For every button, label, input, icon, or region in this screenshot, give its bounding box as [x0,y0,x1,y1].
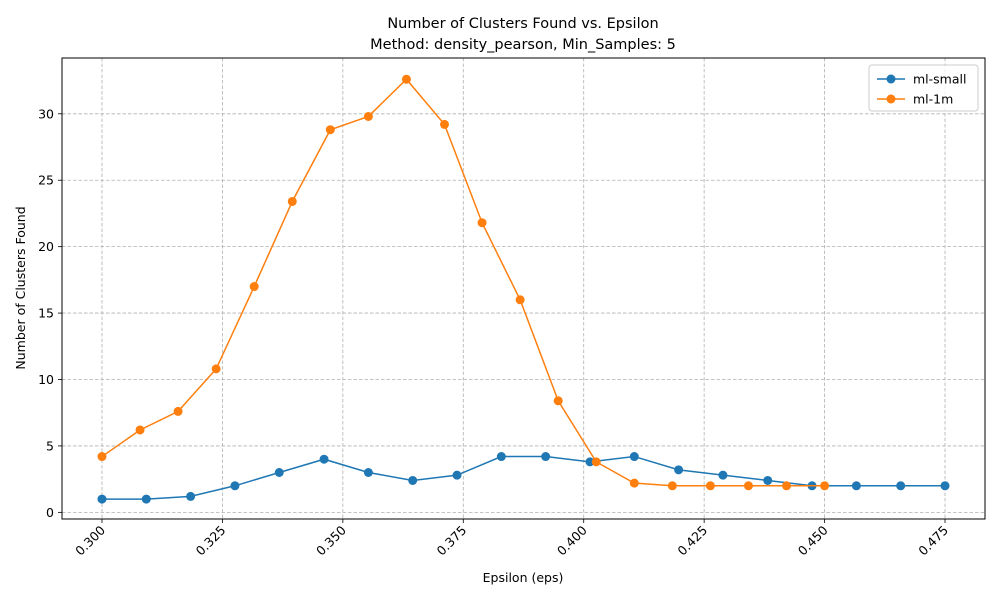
data-point-ml-small [940,481,950,491]
data-point-ml-1m [97,452,107,462]
legend-swatch-marker [886,94,896,104]
y-tick-label: 15 [38,306,54,321]
legend: ml-small ml-1m [868,64,979,112]
data-point-ml-1m [705,481,715,491]
y-tick-label: 20 [38,239,54,254]
data-point-ml-1m [782,481,792,491]
data-point-ml-small [452,470,462,480]
series-layer [97,74,950,504]
data-point-ml-small [274,468,284,478]
plot-frame [61,57,986,520]
y-tick-label: 30 [38,106,54,121]
data-point-ml-small [363,468,373,478]
data-point-ml-small [230,481,240,491]
y-tick-label: 25 [38,173,54,188]
data-point-ml-1m [287,196,297,206]
y-tick-label: 10 [38,372,54,387]
data-point-ml-1m [667,481,677,491]
data-point-ml-small [319,454,329,464]
series-line-ml-small [101,455,946,500]
legend-label: ml-small [913,72,966,87]
series-line-ml-1m [101,78,825,487]
legend-item-ml-1m: ml-1m [877,92,953,107]
data-point-ml-1m [477,218,487,228]
data-point-ml-1m [211,364,221,374]
legend-item-ml-small: ml-small [877,72,966,87]
y-tick-label: 5 [46,438,54,453]
data-point-ml-1m [515,295,525,305]
data-point-ml-1m [249,282,259,292]
data-point-ml-1m [629,478,639,488]
data-point-ml-small [541,452,551,462]
data-point-ml-small [97,494,107,504]
data-point-ml-small [718,470,728,480]
data-point-ml-small [141,494,151,504]
data-point-ml-1m [439,119,449,129]
data-point-ml-small [629,452,639,462]
chart-title: Number of Clusters Found vs. Epsilon [387,16,658,32]
data-point-ml-1m [401,74,411,84]
data-point-ml-small [408,475,418,485]
y-axis-label: Number of Clusters Found [13,206,28,369]
x-axis-label: Epsilon (eps) [483,570,564,585]
data-point-ml-1m [135,425,145,435]
chart-subtitle: Method: density_pearson, Min_Samples: 5 [370,37,676,53]
data-point-ml-small [186,491,196,501]
data-point-ml-small [763,475,773,485]
legend-swatch-marker [886,74,896,84]
data-point-ml-1m [743,481,753,491]
data-point-ml-1m [820,481,830,491]
data-point-ml-1m [173,406,183,416]
data-point-ml-small [896,481,906,491]
series-ml-1m [97,74,830,491]
data-point-ml-1m [363,111,373,121]
data-point-ml-small [496,452,506,462]
data-point-ml-small [585,457,595,467]
series-ml-small [97,452,950,504]
y-tick-label: 0 [46,505,54,520]
data-point-ml-1m [553,396,563,406]
legend-label: ml-1m [913,92,953,107]
data-point-ml-small [674,465,684,475]
data-point-ml-1m [591,457,601,467]
data-point-ml-small [851,481,861,491]
data-point-ml-1m [325,125,335,135]
